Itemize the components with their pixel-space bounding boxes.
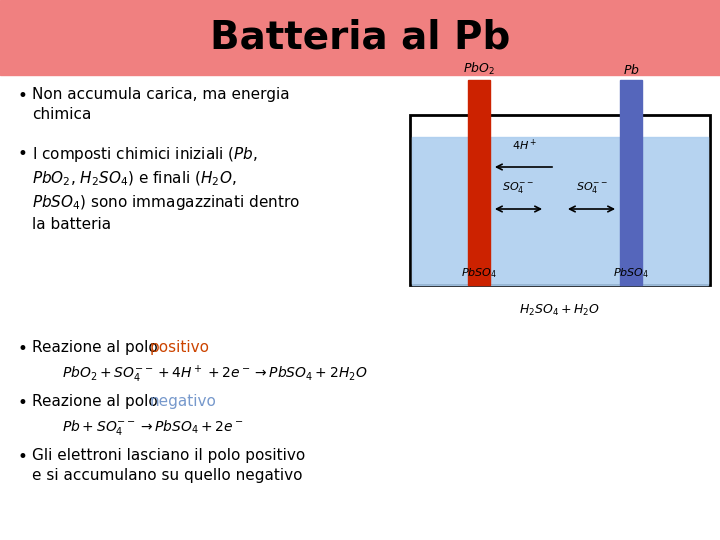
Bar — [620, 80, 642, 285]
Text: •: • — [18, 145, 28, 163]
Text: •: • — [18, 340, 28, 358]
Text: $SO_4^{--}$: $SO_4^{--}$ — [502, 180, 534, 195]
Text: I composti chimici iniziali ($Pb$,
$PbO_2$, $H_2SO_4$) e finali ($H_2O$,
$PbSO_4: I composti chimici iniziali ($Pb$, $PbO_… — [32, 145, 300, 232]
Text: Batteria al Pb: Batteria al Pb — [210, 18, 510, 57]
Text: $PbSO_4$: $PbSO_4$ — [461, 266, 497, 280]
Text: $H_2SO_4 + H_2O$: $H_2SO_4 + H_2O$ — [520, 303, 600, 318]
Text: negativo: negativo — [150, 394, 217, 409]
Text: $PbSO_4$: $PbSO_4$ — [613, 266, 649, 280]
Text: •: • — [18, 394, 28, 412]
Text: $PbO_2 + SO_4^{--} + 4H^+ + 2e^- \rightarrow PbSO_4 + 2H_2O$: $PbO_2 + SO_4^{--} + 4H^+ + 2e^- \righta… — [62, 364, 367, 386]
Bar — [412, 137, 708, 285]
Text: •: • — [18, 87, 28, 105]
Text: Reazione al polo: Reazione al polo — [32, 340, 163, 355]
Bar — [468, 80, 490, 285]
Text: $4H^+$: $4H^+$ — [513, 138, 538, 153]
Text: •: • — [18, 448, 28, 466]
Text: positivo: positivo — [150, 340, 210, 355]
Text: Non accumula carica, ma energia
chimica: Non accumula carica, ma energia chimica — [32, 87, 289, 122]
Bar — [410, 115, 710, 285]
Text: $PbO_2$: $PbO_2$ — [463, 61, 495, 77]
Text: $Pb$: $Pb$ — [623, 63, 639, 77]
Text: $SO_4^{--}$: $SO_4^{--}$ — [576, 180, 608, 195]
Text: Reazione al polo: Reazione al polo — [32, 394, 163, 409]
Bar — [0, 0, 720, 75]
Text: Gli elettroni lasciano il polo positivo
e si accumulano su quello negativo: Gli elettroni lasciano il polo positivo … — [32, 448, 305, 483]
Text: $Pb + SO_4^{--} \rightarrow PbSO_4 + 2e^-$: $Pb + SO_4^{--} \rightarrow PbSO_4 + 2e^… — [62, 418, 244, 437]
